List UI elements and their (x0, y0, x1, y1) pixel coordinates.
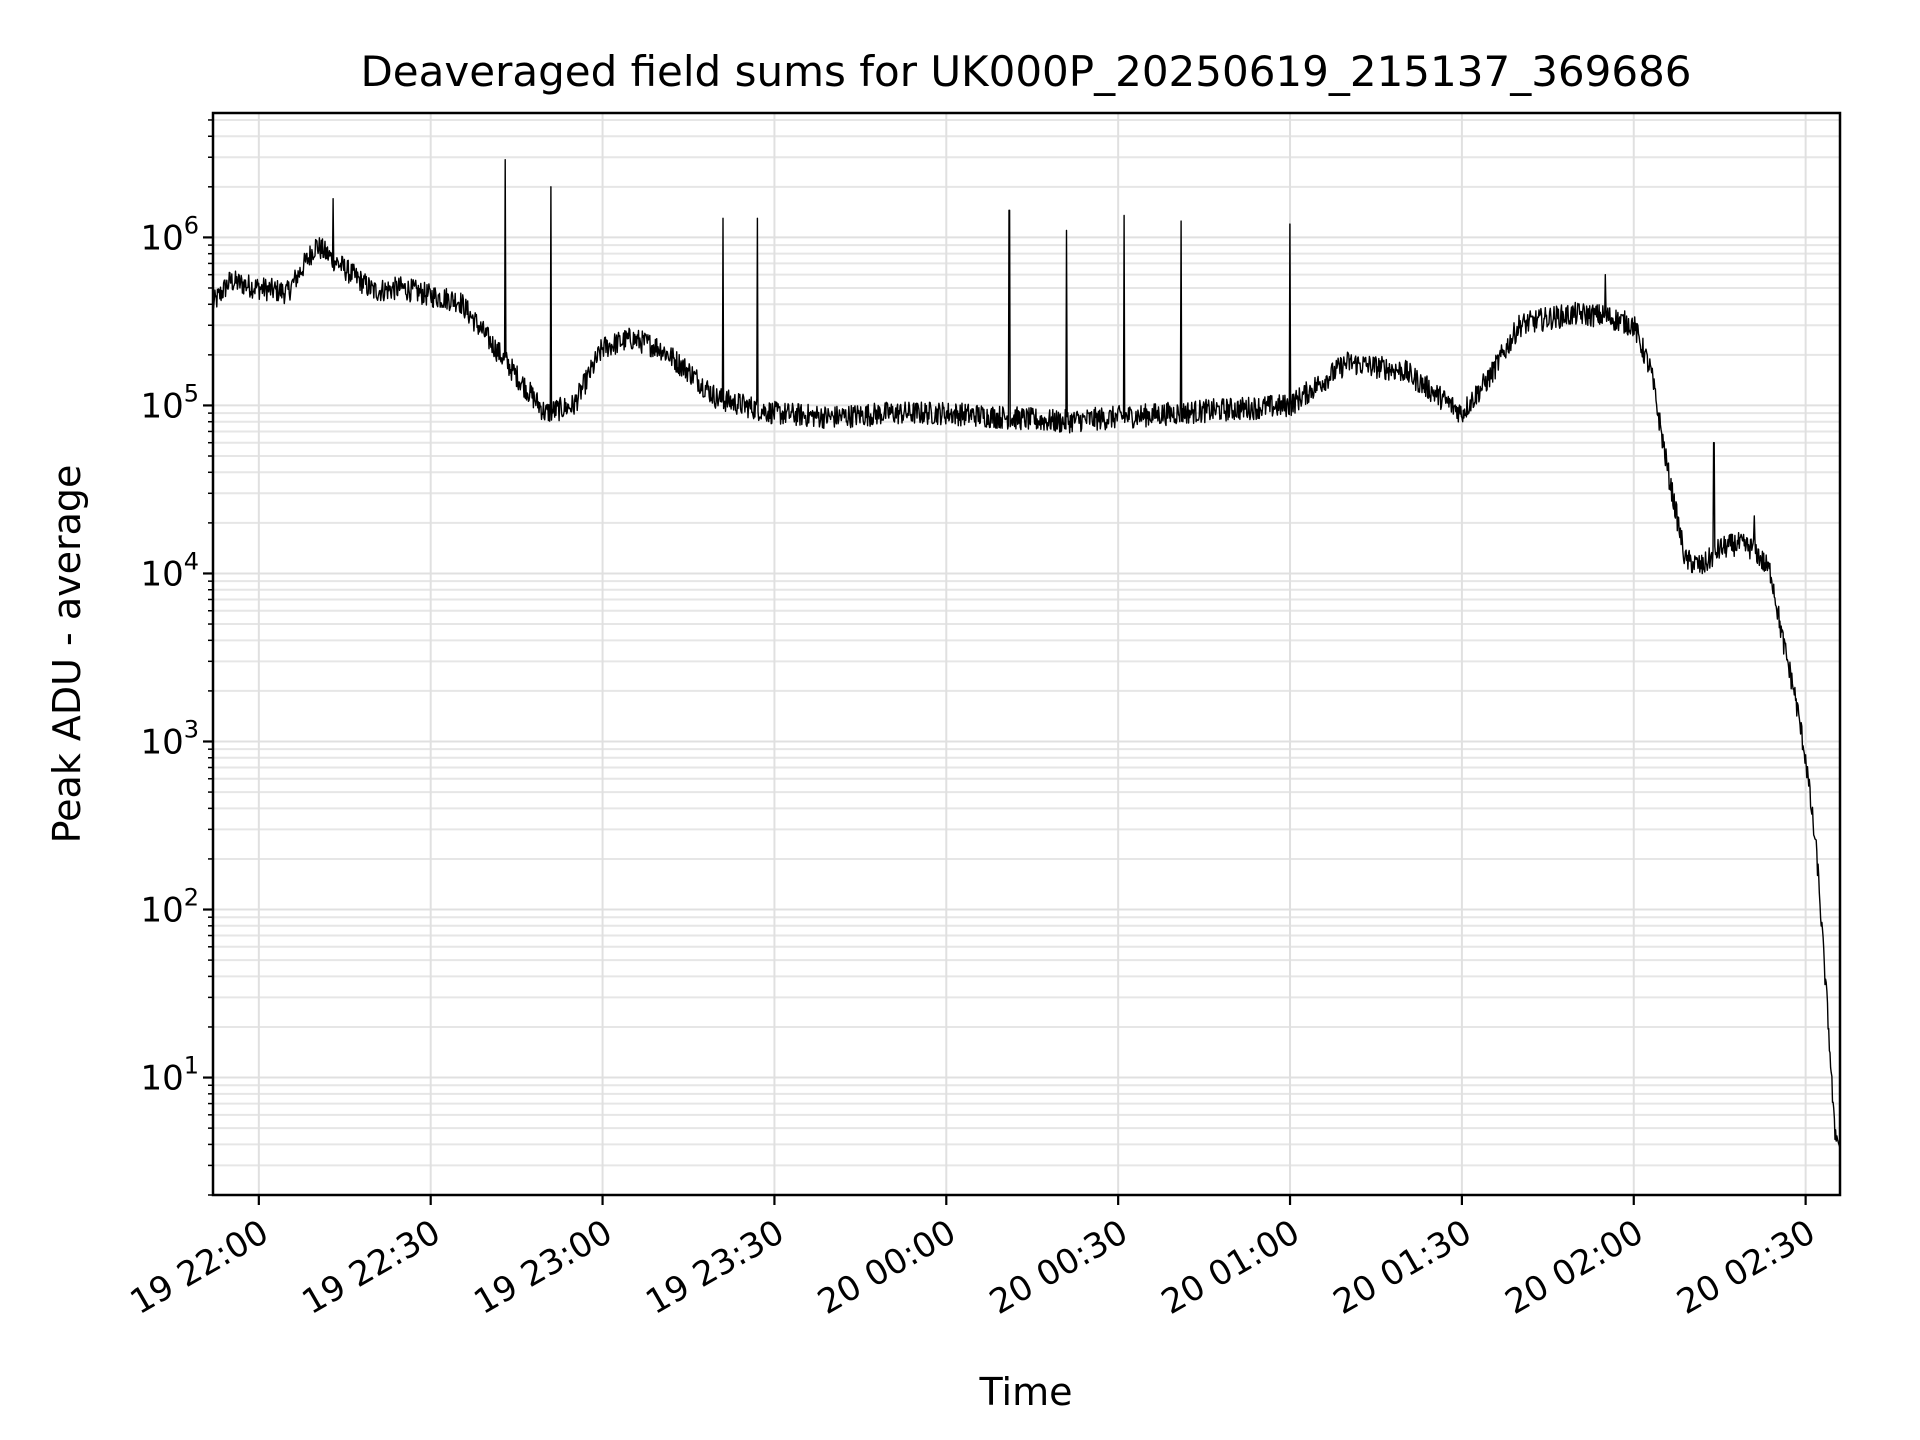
y-axis-label: Peak ADU - average (45, 465, 89, 844)
y-tick-label: 102 (140, 884, 199, 931)
y-axis: 101 102 103 104 105 106 (140, 119, 213, 1196)
y-tick-label: 105 (140, 379, 199, 426)
y-tick-label: 104 (140, 547, 199, 594)
y-tick-label: 106 (140, 211, 199, 258)
series-layer (212, 158, 1841, 1149)
chart-title: Deaveraged field sums for UK000P_2025061… (360, 47, 1691, 96)
y-tick-label: 103 (140, 715, 199, 762)
series-line (212, 158, 1841, 1149)
x-axis-label: Time (979, 1370, 1073, 1414)
plot-frame (211, 111, 1842, 1197)
grid (213, 113, 1840, 1196)
y-tick-label: 101 (140, 1052, 199, 1099)
